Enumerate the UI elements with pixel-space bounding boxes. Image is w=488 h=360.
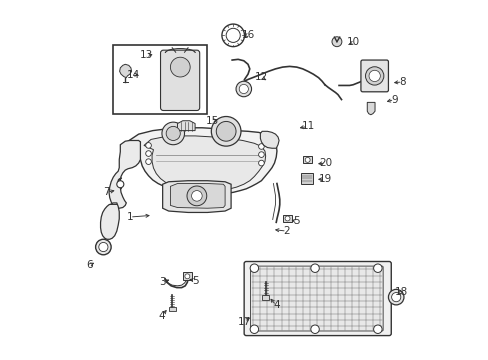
Circle shape xyxy=(211,117,241,146)
Circle shape xyxy=(373,325,381,333)
FancyBboxPatch shape xyxy=(262,295,269,300)
Circle shape xyxy=(310,264,319,273)
Polygon shape xyxy=(260,131,279,148)
Circle shape xyxy=(96,239,111,255)
Polygon shape xyxy=(177,121,195,131)
Text: 14: 14 xyxy=(126,70,140,80)
FancyBboxPatch shape xyxy=(250,266,383,331)
Text: 17: 17 xyxy=(237,317,251,327)
Circle shape xyxy=(145,151,151,156)
Text: 19: 19 xyxy=(318,174,331,184)
Circle shape xyxy=(162,122,184,145)
Text: 6: 6 xyxy=(86,260,93,270)
Circle shape xyxy=(191,190,202,201)
Circle shape xyxy=(117,181,123,188)
FancyBboxPatch shape xyxy=(360,60,387,92)
Circle shape xyxy=(145,159,151,165)
Circle shape xyxy=(222,24,244,47)
Circle shape xyxy=(331,37,341,47)
Circle shape xyxy=(387,289,403,305)
Circle shape xyxy=(250,264,258,273)
FancyBboxPatch shape xyxy=(283,215,291,222)
Polygon shape xyxy=(120,64,131,78)
Text: 15: 15 xyxy=(205,116,218,126)
Circle shape xyxy=(305,157,309,162)
Polygon shape xyxy=(170,184,224,208)
Polygon shape xyxy=(163,181,231,212)
Text: 3: 3 xyxy=(159,277,165,287)
FancyBboxPatch shape xyxy=(113,45,206,114)
Circle shape xyxy=(391,293,400,302)
Circle shape xyxy=(186,186,206,206)
Circle shape xyxy=(310,325,319,333)
Circle shape xyxy=(225,28,240,42)
Text: 8: 8 xyxy=(398,77,405,87)
Circle shape xyxy=(285,216,289,221)
FancyBboxPatch shape xyxy=(303,156,311,163)
Circle shape xyxy=(258,144,264,149)
Circle shape xyxy=(170,57,190,77)
Polygon shape xyxy=(143,136,265,191)
Text: 13: 13 xyxy=(140,50,153,60)
Text: 5: 5 xyxy=(191,275,198,285)
FancyBboxPatch shape xyxy=(160,50,199,111)
Text: 18: 18 xyxy=(394,287,407,297)
Text: 20: 20 xyxy=(319,158,331,168)
Circle shape xyxy=(145,143,151,148)
Circle shape xyxy=(373,264,381,273)
Polygon shape xyxy=(101,203,119,239)
Circle shape xyxy=(184,274,189,279)
Circle shape xyxy=(365,67,383,85)
Circle shape xyxy=(216,121,236,141)
Polygon shape xyxy=(128,128,276,194)
Circle shape xyxy=(258,160,264,166)
Text: 11: 11 xyxy=(301,121,314,131)
Text: 2: 2 xyxy=(283,226,289,236)
Text: 5: 5 xyxy=(293,216,300,226)
FancyBboxPatch shape xyxy=(300,173,312,184)
Circle shape xyxy=(236,81,251,97)
Circle shape xyxy=(258,152,264,157)
Circle shape xyxy=(166,126,180,140)
FancyBboxPatch shape xyxy=(168,307,175,311)
Circle shape xyxy=(239,84,248,94)
Text: 16: 16 xyxy=(242,30,255,40)
Circle shape xyxy=(250,325,258,333)
Text: 1: 1 xyxy=(126,212,133,222)
Text: 4: 4 xyxy=(272,300,279,310)
Text: 9: 9 xyxy=(390,95,397,104)
Text: 10: 10 xyxy=(346,37,360,48)
Text: 12: 12 xyxy=(254,72,267,82)
Polygon shape xyxy=(366,102,374,115)
Circle shape xyxy=(368,70,380,82)
Polygon shape xyxy=(109,140,140,208)
FancyBboxPatch shape xyxy=(183,273,191,280)
Circle shape xyxy=(99,242,108,252)
Text: 7: 7 xyxy=(103,187,110,197)
FancyBboxPatch shape xyxy=(244,261,390,336)
Text: 4: 4 xyxy=(158,311,164,321)
